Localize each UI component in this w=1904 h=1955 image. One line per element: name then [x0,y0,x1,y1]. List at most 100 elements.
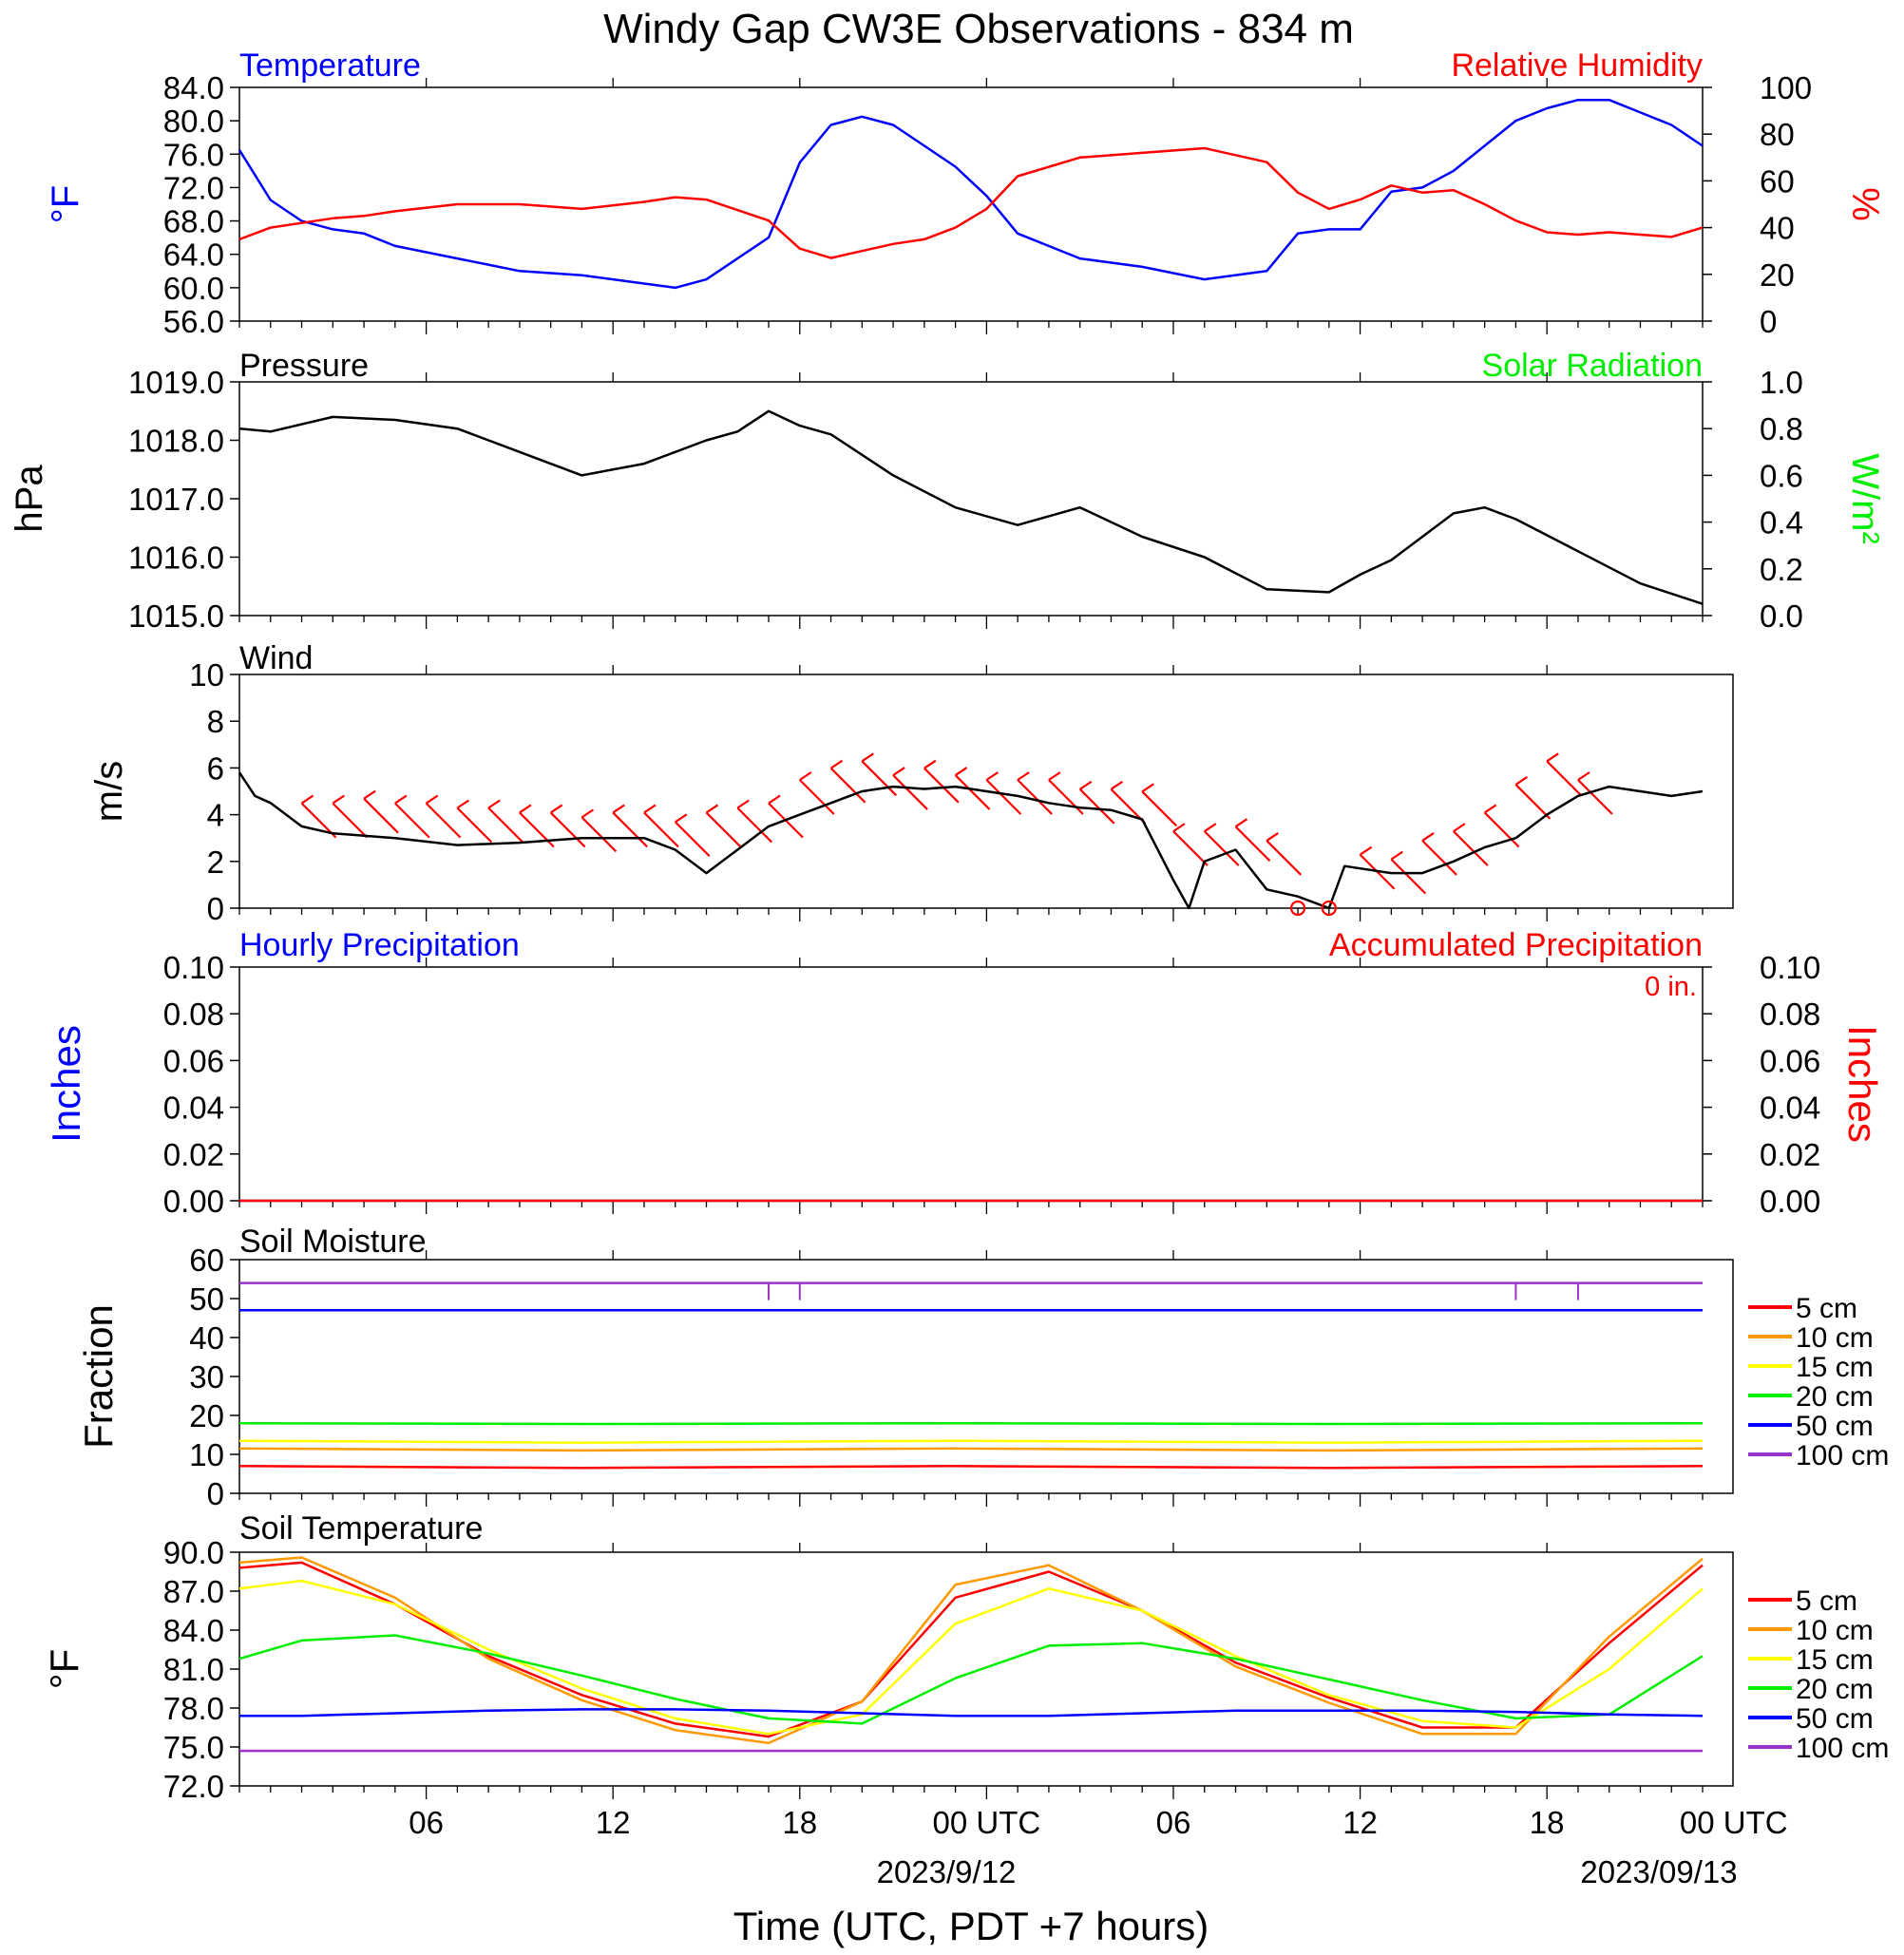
legend-label: 10 cm [1796,1322,1874,1354]
wind-barb-shaft [1390,858,1427,895]
wind-barb-flag [923,759,937,769]
series-lines [238,1556,1704,1753]
x-ticks [238,665,1704,921]
series-10-cm [238,1447,1704,1452]
wind-barb-shaft [1514,784,1552,820]
y-tick-label: 1015.0 [128,598,224,634]
wind-barb-shaft [612,811,648,848]
y-axis-label-left: °F [42,1649,86,1689]
panel-frame [238,1259,1734,1494]
y-tick-label: 0.00 [163,1184,224,1219]
y-axis-label-left: m/s [88,761,130,822]
legend-label: 15 cm [1796,1352,1874,1383]
wind-barb-shaft [1577,779,1613,815]
series-lines [238,409,1704,605]
wind-barb-shaft [1266,840,1303,876]
wind-barb-shaft [861,760,898,797]
y-ticks-left: 1015.0 1016.0 1017.0 1018.0 1019.0 [128,365,239,634]
wind-barb-flag [705,804,719,814]
series-lines [238,98,1704,290]
y-tick-label: 20 [1760,257,1795,293]
wind-barb-flag [456,799,469,809]
x-tick-label: 06 [1156,1805,1191,1840]
wind-barb-shaft [332,802,369,839]
wind-barb-flag [799,771,812,781]
wind-barb-flag [612,804,625,814]
wind-barb-shaft [581,816,618,853]
wind-barb-flag [1017,771,1030,781]
x-ticks [238,1250,1704,1507]
series-15-cm [238,1439,1704,1444]
series-wind-speed [238,771,1704,910]
wind-barb-flag [425,794,439,805]
y-tick-label: 72.0 [163,1769,224,1804]
wind-barb-flag [332,794,345,805]
y-tick-label: 68.0 [163,204,224,239]
wind-barb-shaft [954,774,991,810]
calm-marker [1289,900,1306,917]
y-tick-label: 0 [1760,304,1777,339]
panel-title-left: Soil Moisture [239,1224,427,1260]
y-tick-label: 76.0 [163,137,224,172]
y-tick-label: 60 [1760,163,1795,199]
series-50-cm [239,1708,1704,1718]
x-tick-label: 12 [596,1805,631,1840]
y-tick-label: 80 [1760,117,1795,152]
legend-label: 20 cm [1796,1381,1874,1413]
legend-label: 20 cm [1796,1674,1874,1705]
wind-barb-flag [861,752,874,763]
y-axis-label-right: W/m² [1844,453,1886,544]
calm-marker [1321,900,1337,917]
panel-title-left: Hourly Precipitation [239,927,520,963]
x-tick-label: 06 [409,1805,444,1840]
y-axis-label-left: hPa [9,465,50,533]
wind-barb-shaft [1048,779,1084,815]
wind-barb-shaft [1017,779,1053,815]
x-ticks [238,958,1704,1214]
y-tick-label: 0.8 [1760,411,1803,446]
wind-barb-flag [1234,818,1248,828]
y-tick-label: 78.0 [163,1691,224,1726]
y-ticks-left: 0 2 4 6 8 10 [189,657,239,926]
y-tick-label: 0 [207,1476,224,1511]
figure-title: Windy Gap CW3E Observations - 834 m [603,6,1354,52]
y-tick-label: 0.08 [1760,996,1820,1032]
wind-barb-flag [363,789,376,800]
y-ticks-left: 72.0 75.0 78.0 81.0 84.0 87.0 90.0 [163,1535,239,1804]
wind-barb-shaft [456,807,493,844]
y-tick-label: 10 [189,657,224,693]
y-ticks-right: 0.00 0.02 0.04 0.06 0.08 0.10 [1703,950,1820,1219]
y-tick-label: 0.4 [1760,505,1803,541]
y-tick-label: 10 [189,1437,224,1472]
panel-title-left: Wind [239,640,313,676]
series-relative-humidity [238,146,1704,259]
wind-barb-shaft [1078,788,1115,825]
y-axis-label-left: Inches [44,1025,88,1143]
wind-barb-flag [1546,752,1559,763]
panel-title-right: Relative Humidity [1451,47,1703,84]
y-tick-label: 50 [189,1281,224,1317]
wind-barb-shaft [923,767,960,804]
y-tick-label: 0.10 [163,950,224,985]
panel-frame [238,86,1704,322]
wind-barb-flag [736,799,750,809]
panel-temperature-humidity: Temperature Relative Humidity °F % 56.06… [45,47,1886,339]
y-tick-label: 4 [207,798,224,833]
y-tick-label: 72.0 [163,170,224,205]
y-tick-label: 40 [1760,211,1795,246]
y-tick-label: 1019.0 [128,365,224,400]
y-tick-label: 6 [207,750,224,786]
wind-barb-flag [1484,804,1497,814]
wind-barb-shaft [1453,830,1489,866]
wind-barb-flag [1110,780,1124,790]
y-tick-label: 60.0 [163,271,224,306]
y-tick-label: 100 [1760,70,1812,105]
wind-barb-shaft [674,821,711,858]
y-axis-label-left: °F [45,185,86,223]
wind-barb-shaft [425,802,462,839]
x-tick-labels: 06 12 18 00 UTC 06 12 18 00 UTC [409,1805,1787,1840]
wind-barb-shaft [705,811,742,848]
x-tick-label: 18 [1530,1805,1565,1840]
